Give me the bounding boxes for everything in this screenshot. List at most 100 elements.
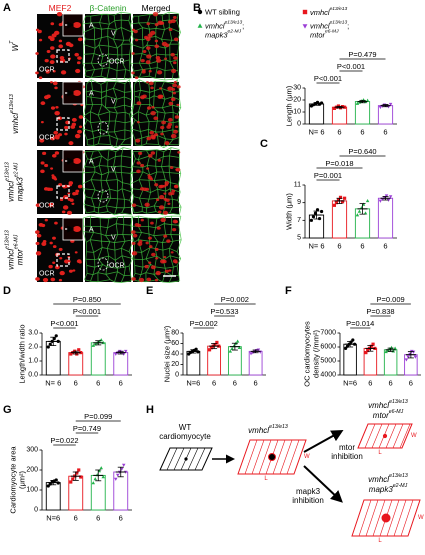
nucleus	[151, 151, 155, 155]
nucleus	[133, 234, 138, 238]
membrane	[179, 216, 181, 225]
nucleus	[59, 40, 62, 43]
cell-nucleus	[269, 454, 276, 461]
nucleus	[158, 210, 162, 213]
nucleus	[171, 251, 174, 253]
p-value: P<0.001	[73, 307, 101, 316]
membrane	[155, 78, 165, 80]
superscript: e13/e13	[269, 424, 288, 430]
x-tick-label: 6	[383, 128, 387, 137]
membrane	[115, 282, 122, 283]
y-tick-label: 80	[171, 330, 179, 337]
superscript: e13/e13	[9, 94, 15, 113]
data-point	[196, 350, 199, 353]
superscript: e2-MJ	[228, 28, 242, 34]
nucleus	[146, 60, 151, 64]
nucleus	[54, 111, 59, 115]
nucleus	[37, 234, 42, 238]
text-part: vmhcl	[205, 21, 225, 30]
superscript: e2-MJ	[393, 483, 408, 489]
data-point	[122, 464, 126, 467]
nucleus	[137, 242, 142, 246]
nucleus	[50, 167, 53, 169]
nucleus	[157, 227, 161, 230]
nucleus	[52, 262, 55, 264]
nucleus	[78, 185, 83, 189]
x-tick-label: N=6	[343, 379, 357, 388]
data-point	[69, 480, 72, 483]
nucleus	[63, 205, 68, 209]
nucleus	[41, 242, 46, 246]
text-line: mapk3e2-MJ	[369, 483, 408, 494]
x-tick-label: 6	[96, 379, 100, 388]
image-label: OCR	[39, 135, 55, 142]
nucleus	[77, 130, 82, 134]
p-value: P=0.479	[348, 50, 376, 59]
panel-letter: A	[3, 2, 11, 14]
column-title: β-Catenin	[89, 3, 126, 13]
nucleus	[153, 12, 158, 16]
nucleus	[41, 161, 45, 164]
cell-label: vmhcle13/e13	[248, 424, 288, 435]
nucleus	[145, 188, 149, 191]
nucleus	[35, 230, 40, 234]
superscript: e13/e13	[4, 162, 10, 181]
nucleus	[146, 167, 149, 169]
p-value: P<0.001	[50, 319, 78, 328]
nucleus	[35, 277, 40, 281]
text-line: OC cardiomyocytes	[303, 321, 312, 387]
membrane	[101, 241, 109, 242]
nucleus	[36, 253, 39, 255]
nucleus	[163, 211, 168, 215]
nucleus	[69, 181, 74, 185]
nucleus	[52, 176, 57, 180]
x-tick-label: 6	[337, 242, 341, 251]
membrane	[165, 79, 172, 80]
nucleus	[135, 139, 140, 143]
p-value: P<0.001	[337, 62, 365, 71]
dimension-label: L	[264, 476, 268, 482]
nucleus	[50, 242, 53, 245]
x-tick-label: 6	[96, 514, 100, 523]
nucleus	[69, 43, 74, 47]
nucleus	[169, 28, 173, 31]
nucleus	[140, 164, 144, 167]
membrane	[87, 145, 93, 146]
nucleus	[172, 83, 177, 87]
x-tick-label: 6	[254, 379, 258, 388]
y-tick-label: 5	[297, 235, 301, 242]
superscript: e6-MJ	[325, 28, 339, 34]
y-tick-label: 300	[26, 447, 38, 454]
y-tick-label: 7	[297, 217, 301, 224]
data-point	[312, 215, 315, 218]
bar	[114, 472, 128, 510]
data-point	[320, 210, 323, 213]
membrane	[117, 79, 124, 80]
nucleus	[175, 168, 180, 172]
nucleus	[150, 31, 155, 35]
nucleus	[159, 205, 164, 209]
nucleus	[160, 126, 164, 129]
data-point	[366, 199, 370, 202]
nucleus	[49, 188, 53, 191]
nucleus	[175, 115, 179, 119]
nucleus	[59, 248, 63, 251]
nucleus	[67, 211, 72, 215]
nucleus	[75, 69, 80, 73]
row-label: WT	[9, 40, 20, 52]
nucleus	[39, 39, 42, 42]
nucleus	[44, 164, 48, 167]
text-part: mapk3	[205, 30, 228, 39]
nucleus	[165, 270, 169, 273]
nucleus	[146, 54, 151, 58]
data-point	[236, 339, 240, 342]
panel-letter: D	[3, 285, 11, 297]
p-value: P<0.001	[314, 74, 342, 83]
nucleus	[57, 12, 62, 16]
legend-marker	[303, 24, 308, 28]
arrow	[304, 432, 340, 452]
text-line: mtor	[339, 443, 355, 452]
dimension-label: L	[378, 450, 382, 456]
nucleus	[171, 134, 177, 138]
